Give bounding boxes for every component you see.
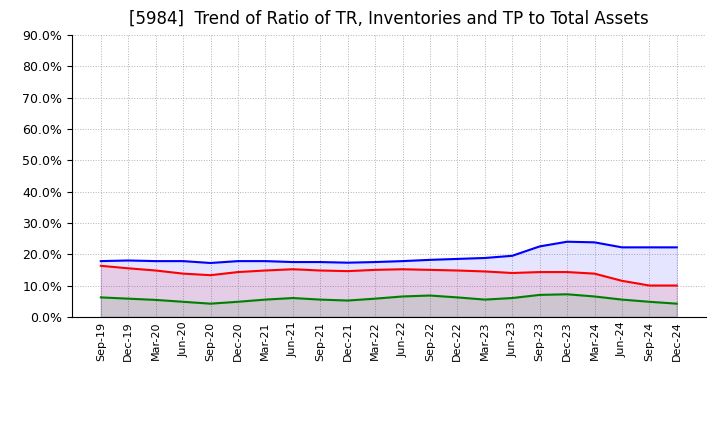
- Trade Payables: [343, 298, 352, 303]
- Trade Receivables: [343, 268, 352, 274]
- Inventories: [508, 253, 516, 258]
- Inventories: [590, 240, 599, 245]
- Trade Payables: [618, 297, 626, 302]
- Trade Receivables: [618, 278, 626, 283]
- Inventories: [672, 245, 681, 250]
- Line: Inventories: Inventories: [101, 242, 677, 263]
- Trade Payables: [233, 299, 242, 304]
- Trade Payables: [645, 299, 654, 304]
- Trade Payables: [563, 292, 572, 297]
- Trade Payables: [261, 297, 270, 302]
- Trade Payables: [508, 295, 516, 301]
- Inventories: [233, 258, 242, 264]
- Inventories: [645, 245, 654, 250]
- Inventories: [316, 260, 325, 265]
- Inventories: [206, 260, 215, 266]
- Trade Receivables: [371, 267, 379, 272]
- Trade Receivables: [233, 269, 242, 275]
- Inventories: [480, 255, 489, 260]
- Trade Payables: [590, 294, 599, 299]
- Trade Payables: [96, 295, 105, 300]
- Line: Trade Receivables: Trade Receivables: [101, 266, 677, 286]
- Trade Receivables: [453, 268, 462, 273]
- Trade Receivables: [480, 269, 489, 274]
- Trade Receivables: [316, 268, 325, 273]
- Inventories: [179, 258, 187, 264]
- Inventories: [261, 258, 270, 264]
- Trade Payables: [371, 296, 379, 301]
- Trade Receivables: [398, 267, 407, 272]
- Trade Receivables: [206, 272, 215, 278]
- Trade Payables: [672, 301, 681, 306]
- Trade Payables: [316, 297, 325, 302]
- Trade Payables: [289, 295, 297, 301]
- Inventories: [618, 245, 626, 250]
- Trade Receivables: [563, 269, 572, 275]
- Trade Payables: [426, 293, 434, 298]
- Inventories: [563, 239, 572, 244]
- Inventories: [371, 260, 379, 265]
- Inventories: [124, 258, 132, 263]
- Trade Payables: [453, 295, 462, 300]
- Trade Receivables: [124, 266, 132, 271]
- Trade Receivables: [261, 268, 270, 273]
- Inventories: [426, 257, 434, 263]
- Inventories: [151, 258, 160, 264]
- Trade Receivables: [536, 269, 544, 275]
- Inventories: [453, 256, 462, 261]
- Line: Trade Payables: Trade Payables: [101, 294, 677, 304]
- Trade Receivables: [289, 267, 297, 272]
- Trade Payables: [536, 292, 544, 297]
- Trade Receivables: [590, 271, 599, 276]
- Trade Payables: [480, 297, 489, 302]
- Trade Payables: [124, 296, 132, 301]
- Trade Receivables: [645, 283, 654, 288]
- Trade Receivables: [96, 263, 105, 268]
- Trade Payables: [179, 299, 187, 304]
- Inventories: [96, 258, 105, 264]
- Trade Receivables: [179, 271, 187, 276]
- Inventories: [536, 244, 544, 249]
- Trade Receivables: [672, 283, 681, 288]
- Trade Payables: [398, 294, 407, 299]
- Title: [5984]  Trend of Ratio of TR, Inventories and TP to Total Assets: [5984] Trend of Ratio of TR, Inventories…: [129, 10, 649, 28]
- Inventories: [289, 260, 297, 265]
- Trade Receivables: [151, 268, 160, 273]
- Trade Receivables: [426, 267, 434, 272]
- Trade Receivables: [508, 270, 516, 275]
- Trade Payables: [206, 301, 215, 306]
- Inventories: [398, 258, 407, 264]
- Inventories: [343, 260, 352, 265]
- Trade Payables: [151, 297, 160, 303]
